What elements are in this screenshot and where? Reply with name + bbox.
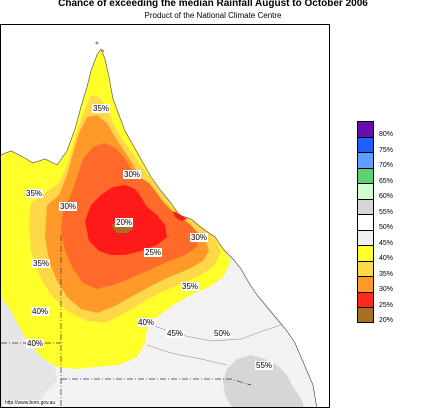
contour-label: 35% xyxy=(92,104,111,113)
legend-label: 25% xyxy=(379,301,394,309)
legend-label: 80% xyxy=(379,131,394,138)
legend-swatch xyxy=(357,245,374,261)
legend-swatch xyxy=(357,167,374,183)
map-graphic xyxy=(1,25,329,407)
contour-label: 40% xyxy=(31,307,50,316)
legend-swatch xyxy=(357,229,374,245)
legend-swatch xyxy=(357,214,374,230)
legend-swatch xyxy=(357,291,374,307)
contour-label: 55% xyxy=(255,361,274,370)
credit-link[interactable]: http://www.bom.gov.au xyxy=(4,400,57,406)
legend-swatch xyxy=(357,136,374,152)
contour-label: 35% xyxy=(181,282,200,291)
coast-patch xyxy=(173,211,187,221)
contour-label: 50% xyxy=(213,329,232,338)
island xyxy=(95,41,99,45)
rainfall-map: 35% 30% 35% 30% 20% 25% 30% 35% 35% 40% … xyxy=(0,24,330,408)
contour-label: 35% xyxy=(25,189,44,198)
contour-label: 30% xyxy=(190,233,209,242)
contour-label: 40% xyxy=(137,318,156,327)
legend-label: 65% xyxy=(379,177,394,185)
contour-label: 25% xyxy=(144,248,163,257)
legend-label: 75% xyxy=(379,146,394,154)
contour-label: 40% xyxy=(26,339,45,348)
coastline xyxy=(1,48,317,407)
island xyxy=(101,49,105,53)
legend-label: 50% xyxy=(379,224,394,231)
legend-label: 45% xyxy=(379,239,394,247)
legend-label: 70% xyxy=(379,162,394,169)
legend-swatch xyxy=(357,307,374,323)
legend-label: 60% xyxy=(379,193,394,200)
legend-swatch xyxy=(357,121,374,137)
legend-swatch xyxy=(357,183,374,199)
legend-label: 30% xyxy=(379,286,394,293)
band-55-60 xyxy=(223,355,305,407)
legend-swatch xyxy=(357,152,374,168)
isoline-45 xyxy=(146,344,228,366)
legend-label: 40% xyxy=(379,255,394,262)
legend-label: 55% xyxy=(379,208,394,216)
legend-label: 20% xyxy=(379,317,394,324)
legend-swatch xyxy=(357,276,374,292)
contour-label: 30% xyxy=(59,202,78,211)
contour-label: 45% xyxy=(166,329,185,338)
contour-label: 30% xyxy=(123,170,142,179)
legend-swatch xyxy=(357,260,374,276)
legend-swatch xyxy=(357,198,374,214)
west-grey xyxy=(1,297,57,407)
legend-label: 35% xyxy=(379,270,394,278)
map-subtitle: Product of the National Climate Centre xyxy=(144,11,282,20)
contour-label: 35% xyxy=(32,259,51,268)
contour-label: 20% xyxy=(115,218,134,227)
map-title: Chance of exceeding the median Rainfall … xyxy=(58,0,368,9)
